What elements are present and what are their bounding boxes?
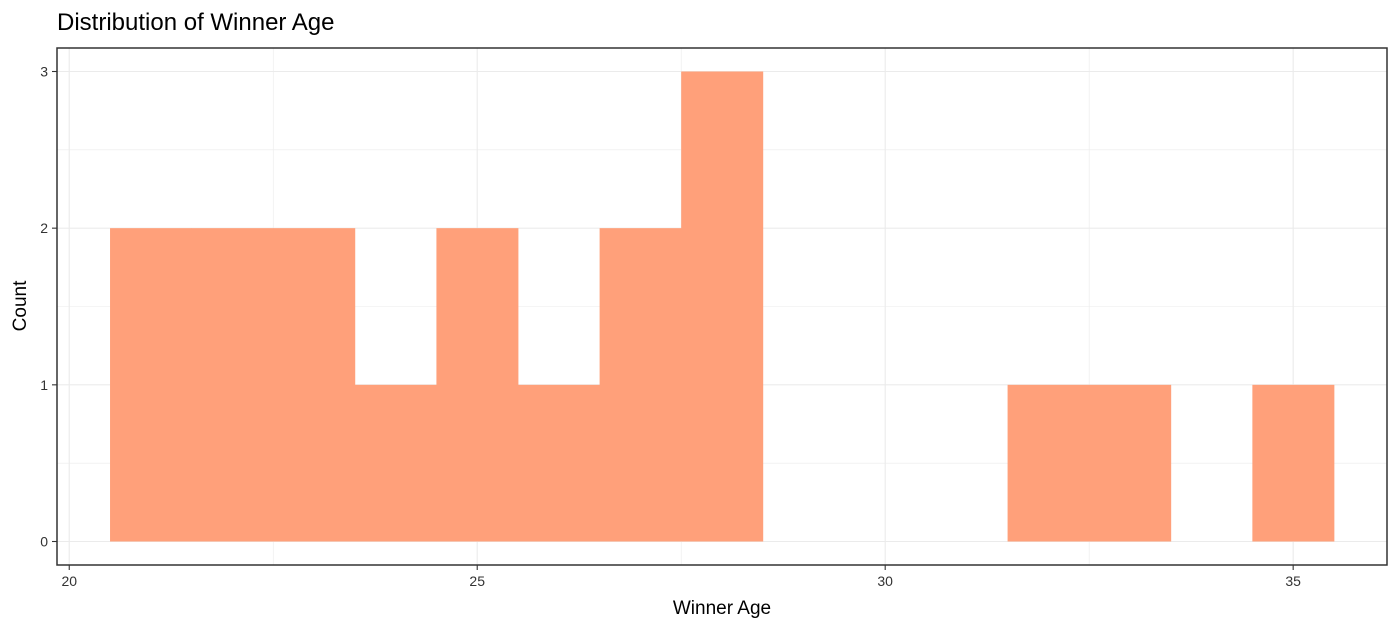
chart-title: Distribution of Winner Age — [57, 9, 334, 36]
y-tick-label: 3 — [40, 64, 48, 80]
histogram-bar — [354, 384, 437, 542]
y-tick-label: 2 — [40, 220, 48, 236]
histogram-bar — [273, 228, 356, 542]
histogram-bar — [599, 228, 682, 542]
x-axis: 20 25 30 35 — [61, 565, 1301, 589]
panel-border — [56, 47, 1388, 566]
x-axis-title: Winner Age — [673, 598, 771, 619]
x-tick-label: 25 — [469, 573, 485, 589]
histogram-bar — [1089, 384, 1172, 542]
histogram-bars — [110, 71, 1335, 542]
x-tick-label: 20 — [61, 573, 77, 589]
y-axis: 0 1 2 3 — [40, 64, 57, 550]
y-tick-label: 1 — [40, 377, 48, 393]
histogram-bar — [1252, 384, 1335, 542]
x-tick-label: 35 — [1285, 573, 1301, 589]
histogram-bar — [436, 228, 519, 542]
histogram-bar — [191, 228, 274, 542]
y-axis-title: Count — [10, 280, 31, 331]
histogram-bar — [681, 71, 764, 542]
histogram-bar — [110, 228, 193, 542]
histogram-bar — [518, 384, 601, 542]
y-tick-label: 0 — [40, 534, 48, 550]
histogram-bar — [1007, 384, 1090, 542]
x-tick-label: 30 — [877, 573, 893, 589]
